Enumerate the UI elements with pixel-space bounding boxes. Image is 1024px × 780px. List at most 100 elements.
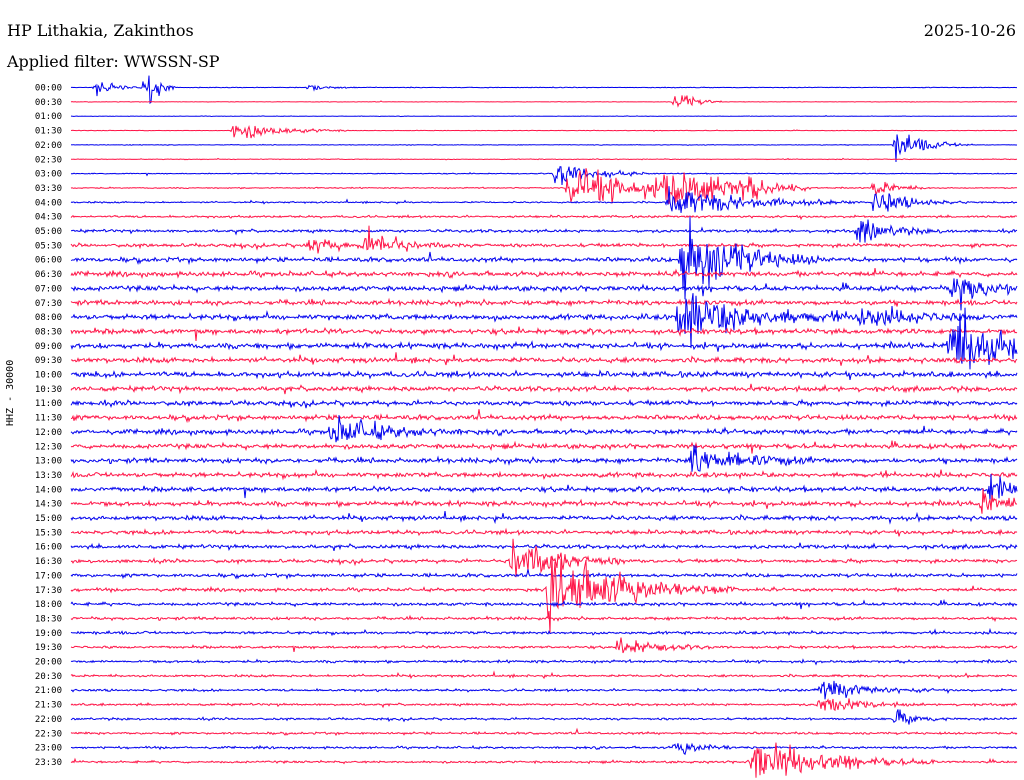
trace-1430 xyxy=(70,488,1018,514)
time-label-0630: 06:30 xyxy=(35,270,62,280)
trace-0400 xyxy=(70,186,1018,213)
trace-0100 xyxy=(70,115,1018,118)
trace-0430 xyxy=(70,214,1018,221)
trace-0730 xyxy=(70,297,1018,308)
time-label-1930: 19:30 xyxy=(35,643,62,653)
time-label-0730: 07:30 xyxy=(35,299,62,309)
trace-1900 xyxy=(70,627,1018,637)
time-label-0800: 08:00 xyxy=(35,313,62,323)
time-label-1130: 11:30 xyxy=(35,414,62,424)
trace-0200 xyxy=(70,134,1018,163)
trace-2100 xyxy=(70,680,1018,700)
time-label-1700: 17:00 xyxy=(35,571,62,581)
time-label-0500: 05:00 xyxy=(35,227,62,237)
time-label-2230: 22:30 xyxy=(35,729,62,739)
time-label-1330: 13:30 xyxy=(35,471,62,481)
trace-1700 xyxy=(70,569,1018,580)
time-label-0830: 08:30 xyxy=(35,327,62,337)
time-label-2130: 21:30 xyxy=(35,701,62,711)
time-label-1230: 12:30 xyxy=(35,442,62,452)
trace-0030 xyxy=(70,95,1018,108)
date-label: 2025-10-26 xyxy=(923,21,1016,40)
trace-2230 xyxy=(70,727,1018,737)
trace-1600 xyxy=(70,542,1018,552)
time-label-0900: 09:00 xyxy=(35,342,62,352)
trace-0600 xyxy=(70,216,1018,300)
time-label-1300: 13:00 xyxy=(35,457,62,467)
time-label-0100: 01:00 xyxy=(35,112,62,122)
time-label-0430: 04:30 xyxy=(35,213,62,223)
trace-0900 xyxy=(70,307,1018,370)
time-label-0330: 03:30 xyxy=(35,184,62,194)
trace-0800 xyxy=(70,293,1018,349)
trace-lines xyxy=(70,75,1018,778)
station-title: HP Lithakia, Zakinthos xyxy=(7,21,194,40)
trace-2030 xyxy=(70,670,1018,680)
time-label-0600: 06:00 xyxy=(35,256,62,266)
time-label-1030: 10:30 xyxy=(35,385,62,395)
trace-2000 xyxy=(70,658,1018,666)
trace-1230 xyxy=(70,440,1018,454)
time-label-0300: 03:00 xyxy=(35,170,62,180)
time-label-0130: 01:30 xyxy=(35,127,62,137)
trace-0930 xyxy=(70,352,1018,366)
time-label-0530: 05:30 xyxy=(35,241,62,251)
time-label-2100: 21:00 xyxy=(35,686,62,696)
time-label-1800: 18:00 xyxy=(35,600,62,610)
trace-1800 xyxy=(70,598,1018,610)
trace-0630 xyxy=(70,268,1018,279)
trace-0830 xyxy=(70,326,1018,341)
trace-1130 xyxy=(70,409,1018,424)
time-label-1600: 16:00 xyxy=(35,543,62,553)
filter-label: Applied filter: WWSSN-SP xyxy=(7,52,220,71)
trace-0530 xyxy=(70,225,1018,254)
trace-0300 xyxy=(70,166,1018,186)
time-label-0030: 00:30 xyxy=(35,98,62,108)
time-label-1900: 19:00 xyxy=(35,629,62,639)
trace-1400 xyxy=(70,473,1018,501)
trace-1930 xyxy=(70,637,1018,654)
trace-1530 xyxy=(70,527,1018,537)
time-label-2000: 20:00 xyxy=(35,658,62,668)
time-label-0000: 00:00 xyxy=(35,84,62,94)
trace-1500 xyxy=(70,511,1018,525)
time-label-0700: 07:00 xyxy=(35,284,62,294)
trace-2300 xyxy=(70,742,1018,756)
time-label-1530: 15:30 xyxy=(35,528,62,538)
time-label-1830: 18:30 xyxy=(35,614,62,624)
time-label-1100: 11:00 xyxy=(35,399,62,409)
time-label-0930: 09:30 xyxy=(35,356,62,366)
time-label-2330: 23:30 xyxy=(35,758,62,768)
time-labels: 00:00 00:30 01:00 01:30 02:00 02:30 03:00 03:30… xyxy=(35,84,62,768)
trace-1030 xyxy=(70,383,1018,395)
trace-0700 xyxy=(70,278,1018,311)
time-label-1430: 14:30 xyxy=(35,500,62,510)
trace-1330 xyxy=(70,468,1018,481)
time-label-0230: 02:30 xyxy=(35,155,62,165)
trace-1000 xyxy=(70,369,1018,381)
time-label-1630: 16:30 xyxy=(35,557,62,567)
trace-1830 xyxy=(70,614,1018,623)
trace-0230 xyxy=(70,157,1018,161)
trace-1300 xyxy=(70,444,1018,472)
time-label-1730: 17:30 xyxy=(35,586,62,596)
time-label-0400: 04:00 xyxy=(35,198,62,208)
time-label-2030: 20:30 xyxy=(35,672,62,682)
trace-2330 xyxy=(70,742,1018,778)
trace-0330 xyxy=(70,168,1018,206)
time-label-2300: 23:00 xyxy=(35,744,62,754)
trace-0000 xyxy=(70,75,1017,105)
trace-2200 xyxy=(70,709,1018,725)
trace-1100 xyxy=(70,398,1018,409)
time-label-2200: 22:00 xyxy=(35,715,62,725)
time-label-1000: 10:00 xyxy=(35,371,62,381)
trace-1630 xyxy=(70,538,1018,578)
time-label-1200: 12:00 xyxy=(35,428,62,438)
time-label-1500: 15:00 xyxy=(35,514,62,524)
time-label-0200: 02:00 xyxy=(35,141,62,151)
trace-0130 xyxy=(70,125,1018,139)
trace-1730 xyxy=(70,555,1018,633)
time-label-1400: 14:00 xyxy=(35,485,62,495)
trace-0500 xyxy=(70,219,1018,243)
